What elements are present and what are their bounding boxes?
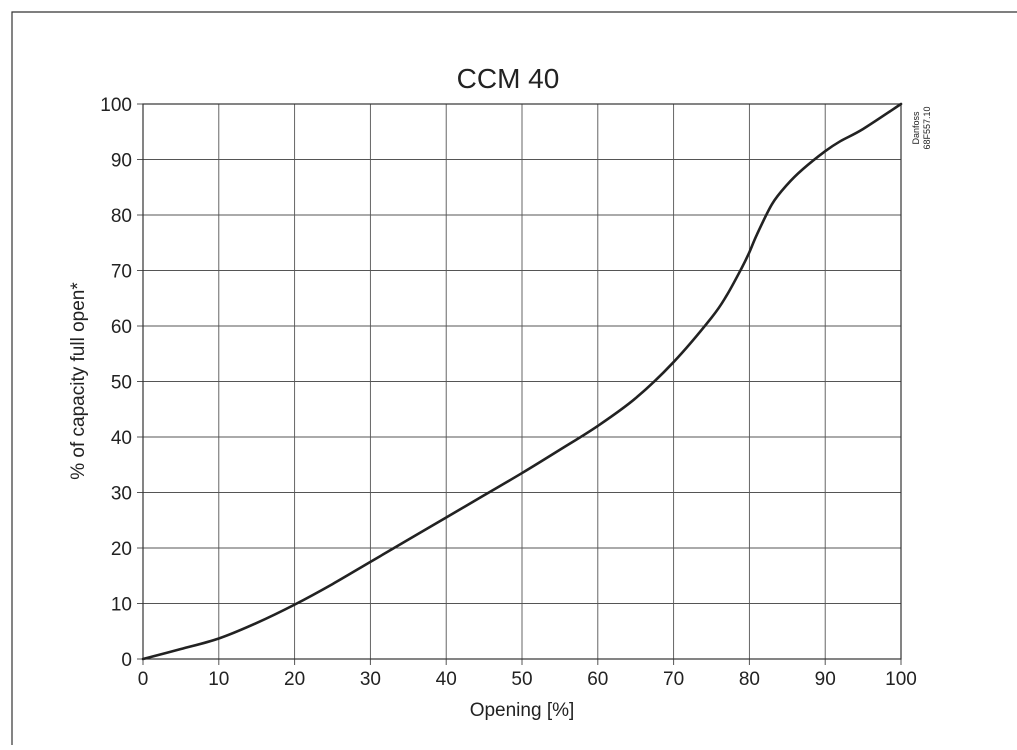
y-tick-label: 0 — [121, 650, 132, 671]
danfoss-annotation: Danfoss 68F557.10 — [911, 106, 932, 149]
tick-labels: 0 10 20 30 40 50 60 70 80 90 100 0 10 20 30 40 50 60 70 80 9… — [100, 95, 917, 690]
y-tick-label: 60 — [111, 317, 132, 338]
x-tick-label: 70 — [663, 669, 684, 690]
y-tick-label: 80 — [111, 206, 132, 227]
y-tick-label: 100 — [100, 95, 132, 116]
y-tick-label: 50 — [111, 373, 132, 394]
annotation-line-2: 68F557.10 — [922, 106, 932, 149]
y-tick-label: 90 — [111, 151, 132, 172]
y-tick-label: 70 — [111, 262, 132, 283]
annotation-line-1: Danfoss — [911, 111, 921, 145]
x-tick-label: 20 — [284, 669, 305, 690]
figure-frame — [11, 11, 1017, 745]
x-tick-label: 40 — [436, 669, 457, 690]
series-line — [141, 102, 903, 661]
x-tick-label: 60 — [587, 669, 608, 690]
x-tick-label: 0 — [138, 669, 149, 690]
y-tick-label: 30 — [111, 484, 132, 505]
y-tick-label: 10 — [111, 595, 132, 616]
x-tick-label: 10 — [208, 669, 229, 690]
x-tick-label: 80 — [739, 669, 760, 690]
y-axis-label: % of capacity full open* — [68, 282, 89, 480]
x-axis-label: Opening [%] — [470, 700, 575, 721]
x-tick-label: 30 — [360, 669, 381, 690]
grid — [137, 103, 902, 665]
y-tick-label: 20 — [111, 539, 132, 560]
chart-title: CCM 40 — [457, 63, 560, 94]
x-tick-label: 50 — [511, 669, 532, 690]
plot-area-frame — [142, 103, 902, 660]
series-layer — [141, 102, 903, 661]
x-tick-label: 100 — [885, 669, 917, 690]
y-tick-label: 40 — [111, 428, 132, 449]
x-tick-label: 90 — [815, 669, 836, 690]
